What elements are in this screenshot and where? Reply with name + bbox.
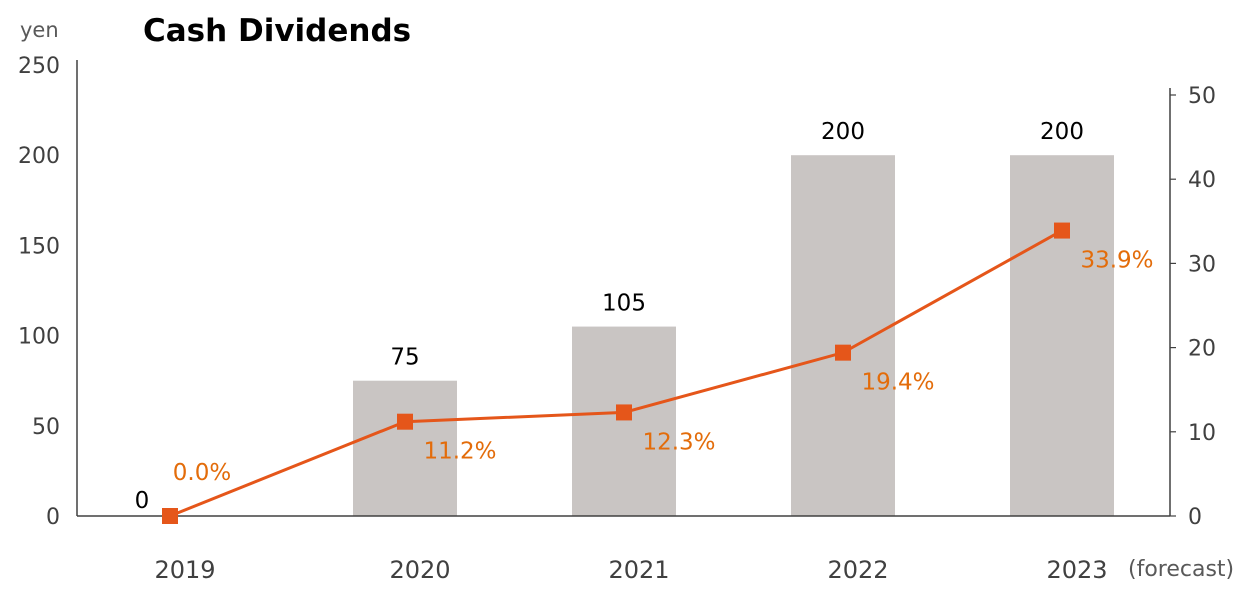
payout-label-2019: 0.0% xyxy=(173,460,231,486)
y-axis-unit-label: yen xyxy=(20,18,59,42)
payout-label-2022: 19.4% xyxy=(861,370,934,396)
payout-marker-2022 xyxy=(835,344,851,361)
bar-2023 xyxy=(1010,155,1114,516)
payout-marker-2020 xyxy=(397,413,413,430)
payout-marker-2019 xyxy=(162,508,178,524)
x-tick-2019: 2019 xyxy=(154,556,215,584)
y-tick-left-50: 50 xyxy=(32,415,60,440)
forecast-note: (forecast) xyxy=(1128,557,1234,582)
y-tick-right-10: 10 xyxy=(1188,421,1216,446)
labels-layer: 0 75 105 200 200 0.0% 11.2% 12.3% 19.4% 33.9% xyxy=(135,119,1154,514)
bar-label-2019: 0 xyxy=(135,488,150,514)
y-tick-left-250: 250 xyxy=(18,54,60,79)
payout-line-layer xyxy=(162,222,1070,524)
y-tick-left-100: 100 xyxy=(18,325,60,350)
y-tick-left-0: 0 xyxy=(46,505,60,530)
y-tick-left-150: 150 xyxy=(18,234,60,259)
y-tick-right-50: 50 xyxy=(1188,84,1216,109)
payout-label-2020: 11.2% xyxy=(423,439,496,465)
bar-2020 xyxy=(353,380,457,516)
bar-2022 xyxy=(791,155,895,516)
x-tick-2020: 2020 xyxy=(389,556,450,584)
bar-label-2023: 200 xyxy=(1040,119,1084,145)
payout-label-2023: 33.9% xyxy=(1080,248,1153,274)
y-tick-right-40: 40 xyxy=(1188,168,1216,193)
bar-2021 xyxy=(572,326,676,516)
chart-title: Cash Dividends xyxy=(143,13,412,49)
x-tick-2022: 2022 xyxy=(827,556,888,584)
y-tick-right-20: 20 xyxy=(1188,337,1216,362)
payout-marker-2021 xyxy=(616,404,632,421)
axes-layer: 0 50 100 150 200 250 0 10 20 30 40 50 2019 2020 2021 20… xyxy=(18,54,1234,584)
bar-label-2021: 105 xyxy=(602,291,646,317)
y-tick-left-200: 200 xyxy=(18,144,60,169)
x-tick-2023: 2023 xyxy=(1046,556,1107,584)
x-tick-2021: 2021 xyxy=(608,556,669,584)
payout-marker-2023 xyxy=(1054,222,1070,239)
y-tick-right-30: 30 xyxy=(1188,252,1216,277)
bars-layer xyxy=(353,155,1114,516)
bar-label-2022: 200 xyxy=(821,119,865,145)
y-tick-right-0: 0 xyxy=(1188,505,1202,530)
bar-label-2020: 75 xyxy=(390,345,419,371)
payout-label-2021: 12.3% xyxy=(642,429,715,455)
